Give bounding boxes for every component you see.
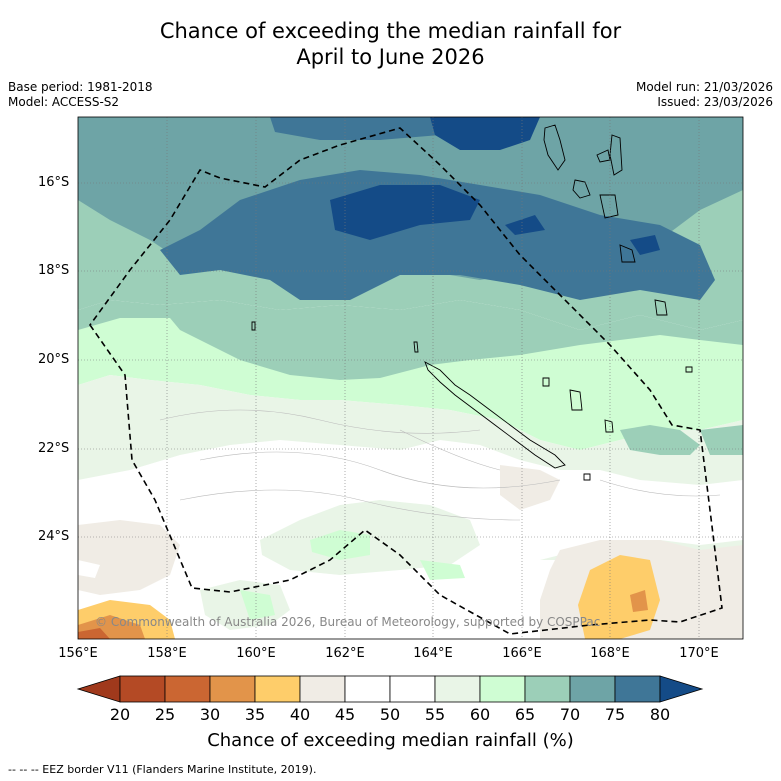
colorbar-tick-label: 35 [244,705,266,724]
lon-label-160e: 160°E [236,646,276,661]
meta-right: Model run: 21/03/2026 Issued: 23/03/2026 [636,80,773,110]
colorbar-tick-label: 30 [199,705,221,724]
base-period: Base period: 1981-2018 [8,80,153,94]
title-line-1: Chance of exceeding the median rainfall … [159,19,622,43]
eez-border [89,127,723,635]
colorbar-tick-label: 40 [289,705,311,724]
lon-label-168e: 168°E [590,646,630,661]
lat-label-20s: 20°S [38,352,70,367]
colorbar-tick-label: 80 [649,705,671,724]
lat-label-22s: 22°S [38,441,70,456]
coastlines [251,124,693,481]
lon-label-170e: 170°E [679,646,719,661]
colorbar-tick-label: 25 [154,705,176,724]
issued-date: Issued: 23/03/2026 [657,95,773,109]
colorbar-tick-label: 70 [559,705,581,724]
colorbar-segment [254,675,301,703]
colorbar-tick-label: 20 [109,705,131,724]
colorbar-segment [299,675,346,703]
colorbar-segment [344,675,391,703]
colorbar-segment [569,675,616,703]
colorbar-arrow-high [659,675,704,703]
model-name: Model: ACCESS-S2 [8,95,120,109]
meta-left: Base period: 1981-2018 Model: ACCESS-S2 [8,80,153,110]
colorbar-tick-label: 55 [424,705,446,724]
colorbar-tick-label: 75 [604,705,626,724]
colorbar-segment [209,675,256,703]
copyright-notice: © Commonwealth of Australia 2026, Bureau… [95,615,600,629]
lon-label-162e: 162°E [325,646,365,661]
rainfall-contours [78,117,743,639]
colorbar-segment [119,675,166,703]
map-frame [77,116,744,640]
graticule [78,117,743,639]
colorbar-segment [164,675,211,703]
colorbar-segment [524,675,571,703]
lon-label-158e: 158°E [147,646,187,661]
model-run: Model run: 21/03/2026 [635,80,773,94]
lat-label-24s: 24°S [38,529,70,544]
colorbar-segment [389,675,436,703]
colorbar-tick-label: 60 [469,705,491,724]
colorbar-tick-label: 65 [514,705,536,724]
eez-legend-footer: -- -- -- EEZ border V11 (Flanders Marine… [8,763,317,776]
colorbar [76,675,704,703]
colorbar-tick-label: 45 [334,705,356,724]
lat-label-18s: 18°S [38,263,70,278]
colorbar-arrow-low [76,675,121,703]
map-title: Chance of exceeding the median rainfall … [0,18,781,70]
colorbar-segment [614,675,661,703]
lon-label-164e: 164°E [413,646,453,661]
colorbar-title: Chance of exceeding median rainfall (%) [207,730,574,751]
lon-label-156e: 156°E [58,646,98,661]
title-line-2: April to June 2026 [296,45,485,69]
colorbar-tick-label: 50 [379,705,401,724]
colorbar-segment [479,675,526,703]
colorbar-segment [434,675,481,703]
lat-label-16s: 16°S [38,175,70,190]
lon-label-166e: 166°E [502,646,542,661]
